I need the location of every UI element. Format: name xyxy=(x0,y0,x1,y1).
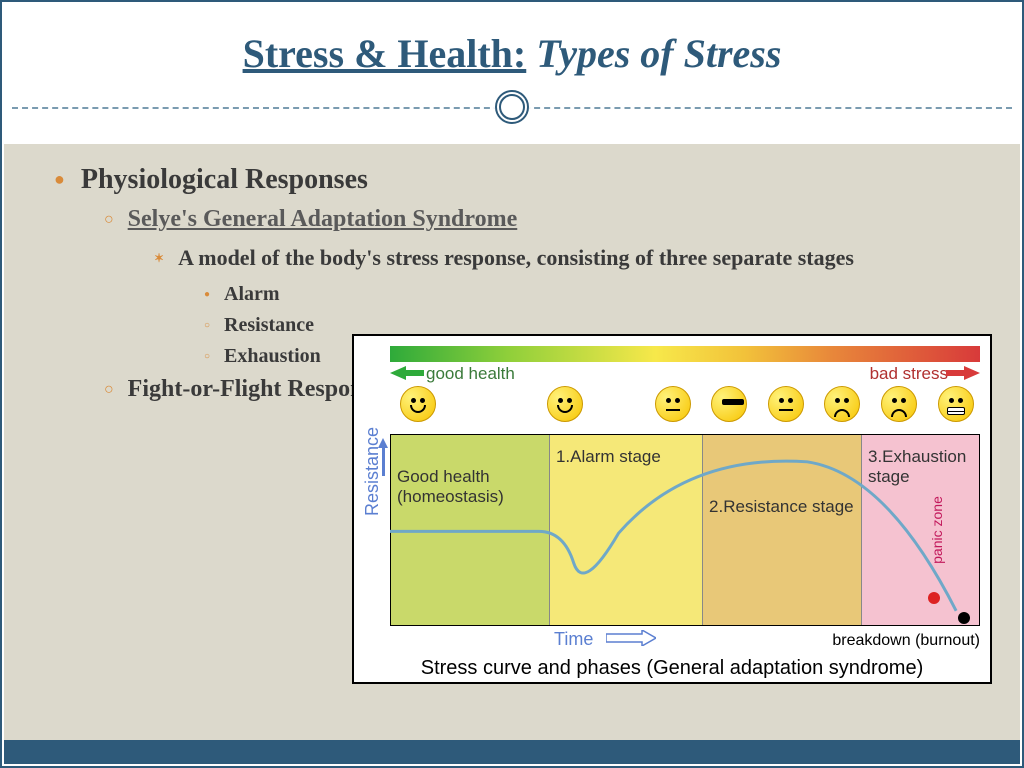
divider xyxy=(2,97,1022,117)
slide-body: Physiological Responses Selye's General … xyxy=(4,144,1020,764)
slide: Stress & Health: Types of Stress Physiol… xyxy=(0,0,1024,768)
title-main: Stress & Health: xyxy=(243,31,527,76)
face-eager-icon xyxy=(547,386,583,422)
stage-alarm: 1.Alarm stage xyxy=(549,435,702,625)
face-cool-icon xyxy=(711,386,747,422)
face-sad-icon xyxy=(824,386,860,422)
slide-header: Stress & Health: Types of Stress xyxy=(2,2,1022,97)
dot-red xyxy=(928,592,940,604)
ring-icon xyxy=(494,89,530,125)
face-panic-icon xyxy=(938,386,974,422)
good-health-label: good health xyxy=(426,364,515,384)
x-arrow-icon xyxy=(606,630,656,646)
emoji-row xyxy=(394,386,980,430)
bullet-lvl3: A model of the body's stress response, c… xyxy=(154,243,980,273)
arrow-right-icon xyxy=(964,366,980,380)
bad-stress-label: bad stress xyxy=(870,364,948,384)
stage-resistance: 2.Resistance stage xyxy=(702,435,861,625)
dot-black xyxy=(958,612,970,624)
y-axis-label: Resistance xyxy=(362,427,383,516)
stage-exhaustion: 3.Exhaustion stagepanic zone xyxy=(861,435,979,625)
stage-homeostasis: Good health (homeostasis) xyxy=(391,435,549,625)
face-happy-icon xyxy=(400,386,436,422)
bullet-lvl4-alarm: Alarm xyxy=(204,283,980,306)
bullet-lvl1: Physiological Responses xyxy=(54,164,980,196)
chart-area: Good health (homeostasis) 1.Alarm stage … xyxy=(390,434,980,626)
breakdown-label: breakdown (burnout) xyxy=(832,632,980,650)
arrow-left-icon xyxy=(390,366,406,380)
face-dizzy-icon xyxy=(655,386,691,422)
title-sub: Types of Stress xyxy=(536,31,781,76)
x-axis-label: Time xyxy=(554,629,593,650)
gradient-bar xyxy=(390,346,980,362)
diagram-caption: Stress curve and phases (General adaptat… xyxy=(354,657,990,680)
bottom-bar xyxy=(4,740,1020,764)
slide-title: Stress & Health: Types of Stress xyxy=(42,30,982,77)
bullet-lvl2-gas: Selye's General Adaptation Syndrome xyxy=(104,206,980,233)
gas-diagram: good health bad stress Good health (home… xyxy=(352,334,992,684)
face-tired-icon xyxy=(768,386,804,422)
face-sick-icon xyxy=(881,386,917,422)
